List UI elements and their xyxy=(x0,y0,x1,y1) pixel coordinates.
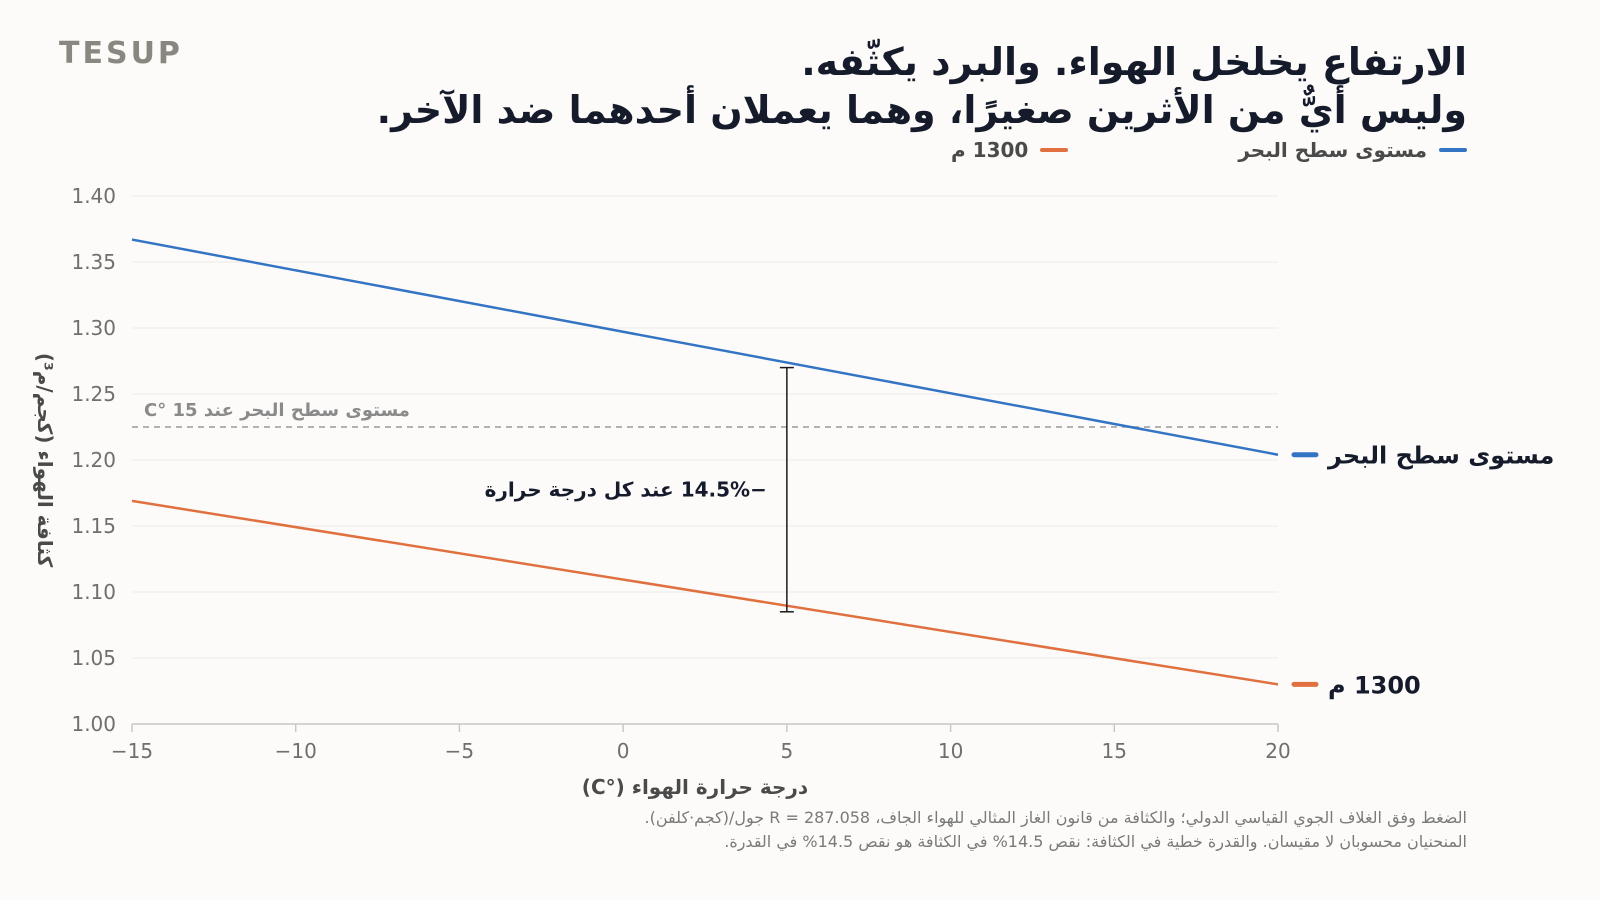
y-tick-label: 1.20 xyxy=(71,448,116,472)
legend-item-1300m: 1300 م xyxy=(951,138,1069,162)
y-tick-label: 1.25 xyxy=(71,382,116,406)
title-line-2: وليس أيٌّ من الأثرين صغيرًا، وهما يعملان… xyxy=(376,88,1467,132)
legend-label-sea-level: مستوى سطح البحر xyxy=(1238,138,1427,162)
x-tick-label: 20 xyxy=(1265,739,1290,763)
legend: مستوى سطح البحر 1300 م xyxy=(951,138,1467,162)
x-tick-label: −10 xyxy=(275,739,317,763)
reference-line-label: مستوى سطح البحر عند 15 °C xyxy=(144,400,410,421)
footnote-line-2: المنحنيان محسوبان لا مقيسان. والقدرة خطي… xyxy=(724,832,1467,851)
x-tick-label: 0 xyxy=(617,739,630,763)
legend-swatch-sea-level xyxy=(1439,148,1467,152)
y-tick-label: 1.30 xyxy=(71,316,116,340)
y-axis-label: كثافة الهواء (كجم/م³) xyxy=(33,353,57,568)
legend-item-sea-level: مستوى سطح البحر xyxy=(1238,138,1467,162)
x-tick-label: −15 xyxy=(111,739,153,763)
y-tick-label: 1.40 xyxy=(71,184,116,208)
y-tick-label: 1.05 xyxy=(71,646,116,670)
y-tick-label: 1.15 xyxy=(71,514,116,538)
y-axis-ticks: 1.00 1.05 1.10 1.15 1.20 1.25 1.30 1.35 1.40 xyxy=(71,184,116,736)
footnote-line-1: الضغط وفق الغلاف الجوي القياسي الدولي؛ و… xyxy=(644,808,1467,827)
title-line-1: الارتفاع يخلخل الهواء. والبرد يكثّفه. xyxy=(801,40,1467,84)
brand-logo: TESUP xyxy=(59,36,183,71)
footnote: الضغط وفق الغلاف الجوي القياسي الدولي؛ و… xyxy=(645,806,1467,854)
x-axis-ticks: −15 −10 −5 0 5 10 15 20 xyxy=(111,724,1291,763)
legend-label-1300m: 1300 م xyxy=(951,138,1029,162)
series-line-0 xyxy=(131,238,1279,456)
x-tick-label: 10 xyxy=(938,739,963,763)
x-tick-label: −5 xyxy=(445,739,474,763)
x-tick-label: 5 xyxy=(780,739,793,763)
y-tick-label: 1.35 xyxy=(71,250,116,274)
series-lines: مستوى سطح البحر 1300 م xyxy=(131,238,1554,699)
y-tick-label: 1.10 xyxy=(71,580,116,604)
series-end-label-1: 1300 م xyxy=(1328,671,1421,699)
legend-swatch-1300m xyxy=(1040,148,1069,152)
gap-annotation xyxy=(779,366,794,613)
grid-lines xyxy=(132,195,1278,659)
series-end-label-0: مستوى سطح البحر xyxy=(1327,442,1554,470)
x-tick-label: 15 xyxy=(1102,739,1127,763)
y-tick-label: 1.00 xyxy=(71,712,116,736)
x-axis-label: درجة حرارة الهواء (°C) xyxy=(582,775,808,799)
series-line-1 xyxy=(131,499,1279,686)
gap-annotation-label: −14.5% عند كل درجة حرارة xyxy=(485,478,767,502)
chart-title: الارتفاع يخلخل الهواء. والبرد يكثّفه. ول… xyxy=(377,38,1467,134)
